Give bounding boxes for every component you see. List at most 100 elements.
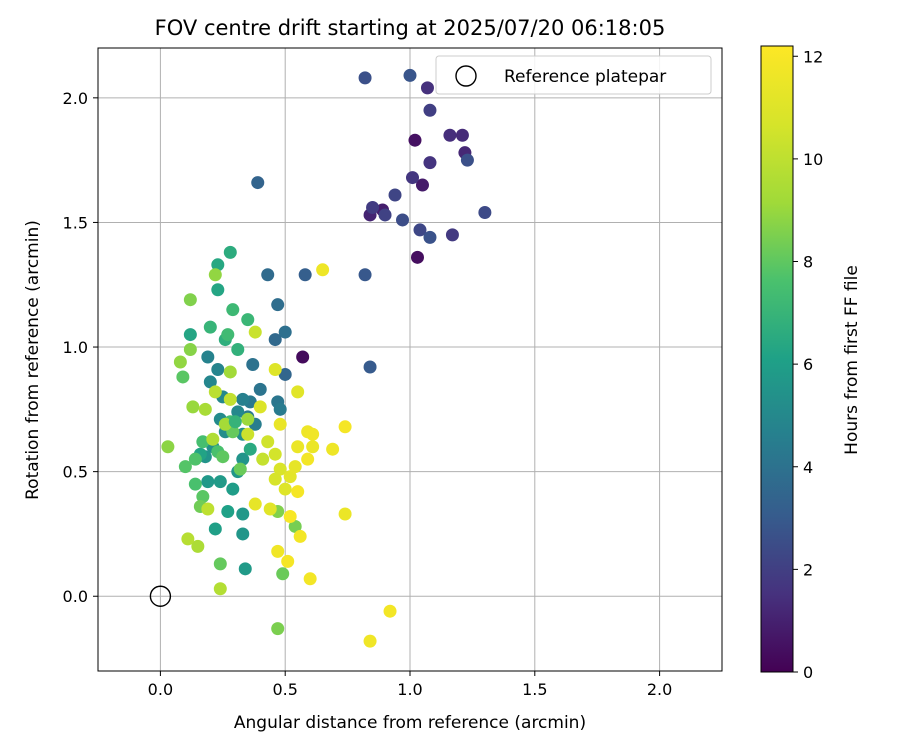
data-point bbox=[183, 343, 197, 357]
data-point bbox=[291, 440, 305, 454]
data-point bbox=[460, 153, 474, 167]
data-point bbox=[191, 539, 205, 553]
data-point bbox=[198, 402, 212, 416]
data-point bbox=[388, 188, 402, 202]
data-point bbox=[208, 268, 222, 282]
data-point bbox=[303, 572, 317, 586]
data-point bbox=[188, 452, 202, 466]
data-point bbox=[203, 320, 217, 334]
data-point bbox=[248, 497, 262, 511]
data-point bbox=[231, 405, 245, 419]
x-tick-label: 0.5 bbox=[272, 680, 297, 699]
data-point bbox=[281, 554, 295, 568]
data-point bbox=[253, 400, 267, 414]
data-point bbox=[253, 382, 267, 396]
data-point bbox=[213, 475, 227, 489]
data-point bbox=[188, 477, 202, 491]
data-point bbox=[221, 328, 235, 342]
x-tick-label: 0.0 bbox=[148, 680, 173, 699]
data-point bbox=[415, 178, 429, 192]
data-point bbox=[293, 529, 307, 543]
data-point bbox=[201, 475, 215, 489]
data-point bbox=[378, 208, 392, 222]
x-axis-ticks: 0.0 0.5 1.0 1.5 2.0 bbox=[148, 671, 672, 699]
legend: Reference platepar bbox=[435, 55, 712, 95]
data-points bbox=[149, 68, 492, 648]
colorbar-tick-label: 2 bbox=[803, 560, 813, 579]
data-point bbox=[383, 604, 397, 618]
legend-label-reference: Reference platepar bbox=[504, 67, 666, 87]
data-point bbox=[226, 482, 240, 496]
data-point bbox=[206, 432, 220, 446]
data-point bbox=[211, 362, 225, 376]
data-point bbox=[251, 176, 265, 190]
y-axis-ticks: 0.0 0.5 1.0 1.5 2.0 bbox=[63, 89, 98, 606]
data-point bbox=[363, 360, 377, 374]
data-point bbox=[201, 350, 215, 364]
data-point bbox=[196, 490, 210, 504]
legend-marker-reference bbox=[455, 65, 477, 87]
data-point bbox=[268, 333, 282, 347]
y-tick-label: 1.5 bbox=[63, 213, 88, 232]
data-point bbox=[236, 507, 250, 521]
y-tick-label: 2.0 bbox=[63, 89, 88, 108]
colorbar: 0 2 4 6 8 10 12 Hours from first FF file bbox=[760, 45, 862, 682]
data-point bbox=[263, 502, 277, 516]
colorbar-tick-label: 4 bbox=[803, 458, 813, 477]
y-tick-label: 0.5 bbox=[63, 463, 88, 482]
data-point bbox=[203, 375, 217, 389]
data-point bbox=[283, 470, 297, 484]
data-point bbox=[256, 452, 270, 466]
data-point bbox=[278, 325, 292, 339]
data-point bbox=[271, 298, 285, 312]
x-axis-label: Angular distance from reference (arcmin) bbox=[234, 713, 586, 733]
data-point bbox=[223, 365, 237, 379]
data-point bbox=[410, 250, 424, 264]
colorbar-tick-label: 6 bbox=[803, 355, 813, 374]
data-point bbox=[273, 417, 287, 431]
data-point bbox=[338, 420, 352, 434]
data-point bbox=[208, 385, 222, 399]
data-point bbox=[298, 268, 312, 282]
data-point bbox=[291, 485, 305, 499]
data-point bbox=[271, 622, 285, 636]
data-point bbox=[231, 343, 245, 357]
data-point bbox=[223, 245, 237, 259]
data-point bbox=[268, 362, 282, 376]
data-point bbox=[283, 509, 297, 523]
data-point bbox=[455, 128, 469, 142]
data-point bbox=[278, 482, 292, 496]
data-point bbox=[403, 68, 417, 82]
data-point bbox=[413, 223, 427, 237]
data-point bbox=[161, 440, 175, 454]
data-point bbox=[241, 427, 255, 441]
data-point bbox=[306, 427, 320, 441]
data-point bbox=[358, 268, 372, 282]
data-point bbox=[301, 452, 315, 466]
data-point bbox=[478, 205, 492, 219]
data-point bbox=[246, 357, 260, 371]
data-point bbox=[178, 460, 192, 474]
data-point bbox=[211, 283, 225, 297]
data-point bbox=[233, 462, 247, 476]
data-point bbox=[288, 519, 302, 533]
data-point bbox=[248, 325, 262, 339]
data-point bbox=[423, 230, 437, 244]
data-point bbox=[228, 415, 242, 429]
data-point bbox=[183, 293, 197, 307]
data-point bbox=[358, 71, 372, 85]
data-point bbox=[186, 400, 200, 414]
data-point bbox=[261, 268, 275, 282]
data-point bbox=[363, 634, 377, 648]
data-point bbox=[405, 171, 419, 185]
data-point bbox=[276, 567, 290, 581]
data-point bbox=[445, 228, 459, 242]
data-point bbox=[408, 133, 422, 147]
x-tick-label: 1.5 bbox=[522, 680, 547, 699]
colorbar-tick-label: 12 bbox=[803, 47, 823, 66]
data-point bbox=[291, 385, 305, 399]
data-point bbox=[236, 452, 250, 466]
data-point bbox=[201, 502, 215, 516]
data-point bbox=[316, 263, 330, 277]
x-tick-label: 1.0 bbox=[397, 680, 422, 699]
